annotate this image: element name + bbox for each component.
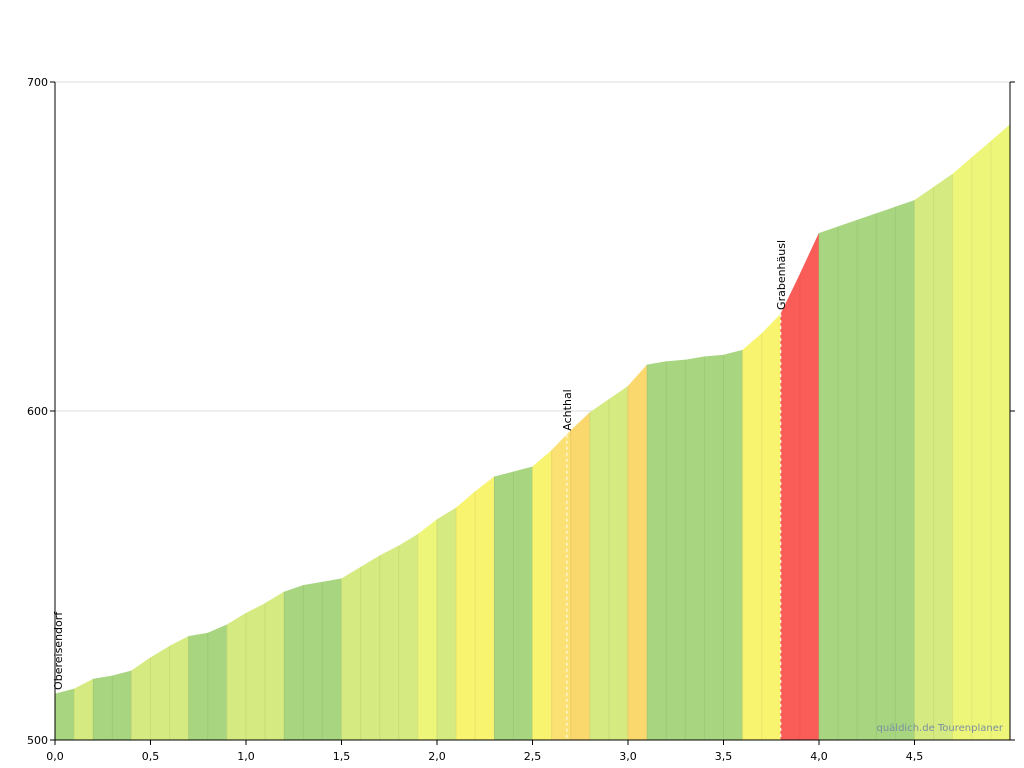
elevation-segment xyxy=(990,124,1011,741)
elevation-segment xyxy=(360,555,381,741)
elevation-segment xyxy=(627,364,648,741)
waypoint-markers xyxy=(566,313,782,740)
x-tick-label: 1,5 xyxy=(333,750,351,763)
elevation-segment xyxy=(245,602,266,741)
waypoint-labels: Obereisendorf Achthal Grabenhäusl xyxy=(52,240,788,690)
elevation-segment xyxy=(723,349,743,741)
elevation-segment xyxy=(150,645,170,741)
elevation-segment xyxy=(436,507,457,741)
elevation-segment xyxy=(92,675,113,741)
elevation-segment xyxy=(761,313,782,741)
elevation-segment xyxy=(799,233,820,741)
elevation-segment xyxy=(398,533,419,741)
elevation-segment xyxy=(933,173,954,741)
elevation-segment xyxy=(589,398,610,741)
y-tick-label: 500 xyxy=(27,734,48,747)
elevation-segment xyxy=(226,612,247,741)
elevation-segment xyxy=(914,186,934,741)
elevation-segment xyxy=(875,206,896,741)
elevation-segment xyxy=(493,471,514,741)
elevation-segment xyxy=(895,200,915,741)
y-axis-ticks: 500 600 700 xyxy=(27,76,1015,747)
x-tick-label: 2,0 xyxy=(428,750,446,763)
elevation-segment xyxy=(704,354,724,741)
elevation-segment xyxy=(474,476,495,741)
waypoint-label: Obereisendorf xyxy=(52,611,65,690)
x-tick-label: 1,0 xyxy=(237,750,255,763)
watermark-text: quäldich.de Tourenplaner xyxy=(876,723,1003,734)
elevation-segment xyxy=(322,578,342,741)
x-tick-label: 0,0 xyxy=(46,750,64,763)
elevation-segment xyxy=(302,581,323,741)
elevation-segment xyxy=(551,429,572,741)
x-tick-label: 4,5 xyxy=(906,750,924,763)
waypoint-label: Grabenhäusl xyxy=(775,240,788,310)
x-axis-ticks: 0,0 0,5 1,0 1,5 2,0 2,5 3,0 3,5 4,0 4,5 xyxy=(46,740,923,763)
elevation-segment xyxy=(131,657,151,741)
waypoint-label: Achthal xyxy=(561,389,574,430)
elevation-segment xyxy=(73,678,94,741)
x-tick-label: 3,0 xyxy=(619,750,637,763)
elevation-segment xyxy=(207,624,228,741)
x-tick-label: 4,0 xyxy=(810,750,828,763)
elevation-segment xyxy=(112,670,132,741)
elevation-segment xyxy=(264,591,285,741)
elevation-segment xyxy=(608,385,629,741)
elevation-segment xyxy=(837,219,858,741)
elevation-segment xyxy=(283,584,304,741)
elevation-segment xyxy=(971,140,992,741)
y-tick-label: 600 xyxy=(27,405,48,418)
y-tick-label: 700 xyxy=(27,76,48,89)
elevation-segment xyxy=(188,632,209,741)
elevation-segments xyxy=(54,124,1011,741)
elevation-segment xyxy=(341,566,361,741)
elevation-segment xyxy=(742,333,763,741)
elevation-segment xyxy=(646,361,667,741)
elevation-segment xyxy=(952,157,973,741)
elevation-segment xyxy=(513,466,533,741)
x-tick-label: 2,5 xyxy=(524,750,542,763)
elevation-segment xyxy=(665,359,686,741)
elevation-segment xyxy=(856,213,877,741)
elevation-segment xyxy=(818,226,839,741)
elevation-segment xyxy=(54,688,75,741)
elevation-segment xyxy=(379,545,400,741)
elevation-segment xyxy=(532,449,552,741)
x-tick-label: 3,5 xyxy=(715,750,733,763)
elevation-segment xyxy=(780,274,801,741)
elevation-segment xyxy=(417,518,438,741)
elevation-segment xyxy=(684,356,705,741)
elevation-segment xyxy=(570,411,591,741)
elevation-segment xyxy=(169,635,189,741)
elevation-segment xyxy=(455,490,476,741)
x-tick-label: 0,5 xyxy=(142,750,160,763)
